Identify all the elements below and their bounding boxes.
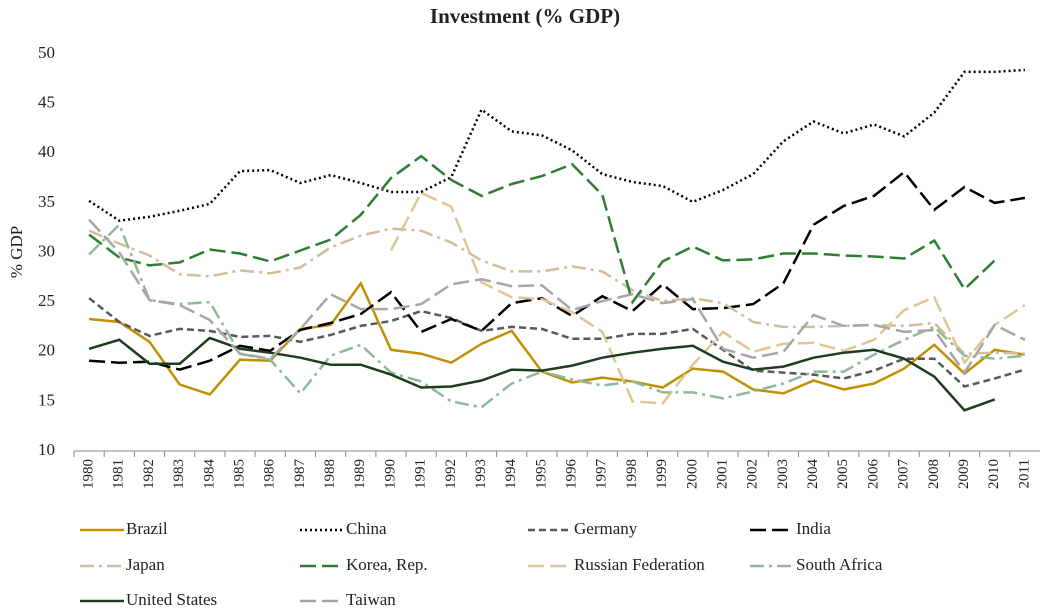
x-tick-label: 1998 bbox=[624, 459, 640, 489]
x-tick-label: 1987 bbox=[292, 459, 308, 490]
legend-label: Brazil bbox=[126, 519, 168, 538]
series-line bbox=[89, 170, 1026, 371]
legend-label: Russian Federation bbox=[574, 555, 705, 574]
x-tick-label: 2009 bbox=[956, 459, 972, 489]
legend-label: China bbox=[346, 519, 387, 538]
x-tick-label: 1990 bbox=[382, 459, 398, 489]
x-tick-label: 1995 bbox=[533, 459, 549, 489]
x-tick-label: 2007 bbox=[896, 459, 912, 490]
x-tick-label: 2000 bbox=[684, 459, 700, 489]
y-tick-label: 50 bbox=[38, 43, 55, 62]
y-tick-label: 45 bbox=[38, 93, 55, 112]
series-line bbox=[88, 154, 996, 305]
x-tick-label: 1988 bbox=[322, 459, 338, 489]
x-tick-label: 1982 bbox=[141, 459, 157, 489]
x-tick-label: 2004 bbox=[805, 459, 821, 490]
y-tick-label: 15 bbox=[38, 390, 55, 409]
x-tick-label: 1981 bbox=[111, 459, 127, 489]
x-tick-label: 1991 bbox=[413, 459, 429, 489]
x-tick-label: 1992 bbox=[443, 459, 459, 489]
chart-title: Investment (% GDP) bbox=[430, 4, 620, 28]
legend-label: United States bbox=[126, 590, 217, 609]
y-tick-label: 30 bbox=[38, 241, 55, 260]
legend-label: India bbox=[796, 519, 831, 538]
legend-label: South Africa bbox=[796, 555, 883, 574]
x-tick-label: 1980 bbox=[81, 459, 97, 489]
legend-label: Korea, Rep. bbox=[346, 555, 428, 574]
legend-label: Germany bbox=[574, 519, 638, 538]
x-tick-label: 1997 bbox=[594, 459, 610, 490]
x-tick-label: 2010 bbox=[986, 459, 1002, 489]
x-tick-label: 1999 bbox=[654, 459, 670, 489]
series-line bbox=[88, 68, 1025, 222]
y-tick-label: 25 bbox=[38, 291, 55, 310]
series-line bbox=[389, 191, 1026, 405]
x-tick-label: 1984 bbox=[201, 459, 217, 490]
series-line bbox=[88, 222, 1026, 409]
legend-label: Taiwan bbox=[346, 590, 396, 609]
x-tick-label: 2011 bbox=[1016, 459, 1032, 488]
x-tick-label: 2003 bbox=[775, 459, 791, 489]
series-line bbox=[88, 336, 996, 412]
x-tick-label: 1985 bbox=[231, 459, 247, 489]
y-tick-label: 35 bbox=[38, 192, 55, 211]
series-line bbox=[88, 227, 1025, 355]
x-tick-label: 1996 bbox=[564, 459, 580, 490]
x-tick-label: 2008 bbox=[926, 459, 942, 489]
x-tick-label: 1983 bbox=[171, 459, 187, 489]
y-tick-label: 10 bbox=[38, 440, 55, 459]
series-line bbox=[88, 297, 1026, 388]
y-tick-label: 40 bbox=[38, 142, 55, 161]
x-tick-label: 1994 bbox=[503, 459, 519, 490]
y-tick-label: 20 bbox=[38, 341, 55, 360]
series-line bbox=[88, 280, 1026, 396]
x-tick-label: 1986 bbox=[262, 459, 278, 490]
x-tick-label: 1989 bbox=[352, 459, 368, 489]
x-tick-label: 2001 bbox=[714, 459, 730, 489]
x-tick-label: 1993 bbox=[473, 459, 489, 489]
legend-label: Japan bbox=[126, 555, 165, 574]
x-tick-label: 2002 bbox=[745, 459, 761, 489]
x-tick-label: 2005 bbox=[835, 459, 851, 489]
y-axis-label: % GDP bbox=[7, 226, 26, 278]
x-tick-label: 2006 bbox=[865, 459, 881, 490]
